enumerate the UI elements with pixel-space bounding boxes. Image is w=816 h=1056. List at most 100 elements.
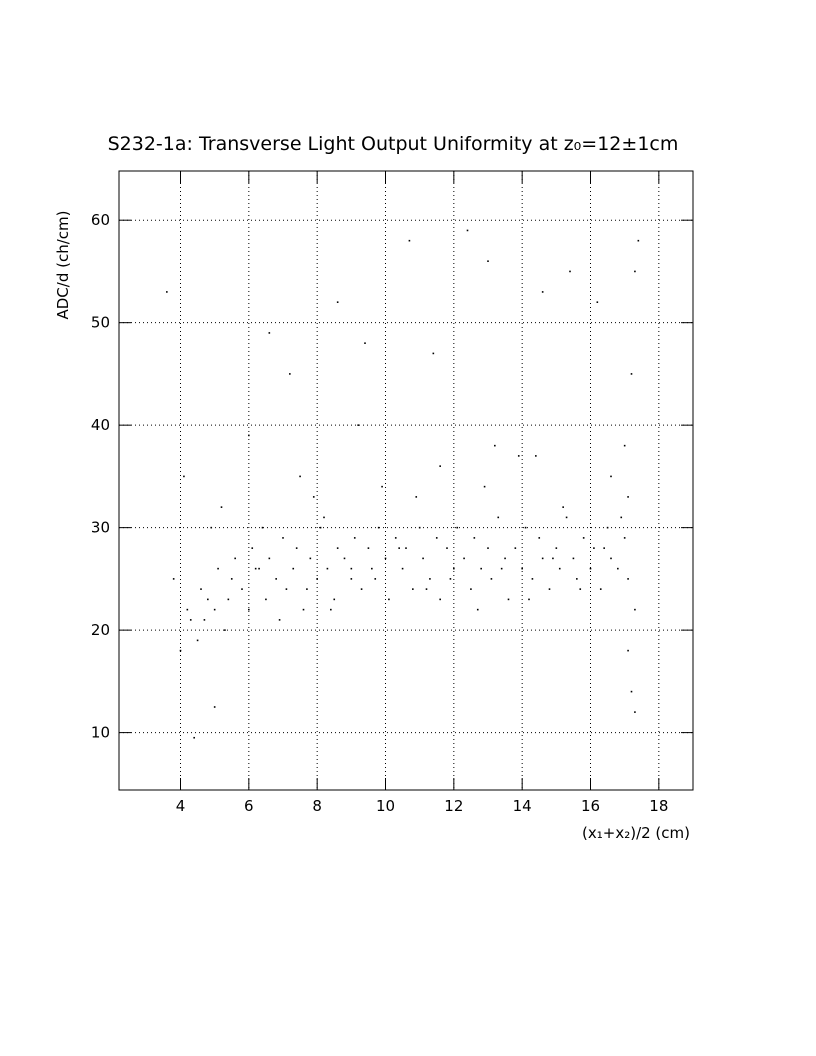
point [476,608,479,611]
point [295,547,298,549]
point [569,270,571,273]
point [579,588,582,590]
point [449,578,452,580]
point [531,578,534,580]
point [418,526,421,529]
point [309,557,312,560]
point [261,526,264,529]
x-tick-label: 16 [581,797,600,815]
point [275,578,277,580]
point [558,567,561,570]
point [405,547,407,549]
point [278,619,281,621]
point [220,506,223,508]
point [630,373,633,375]
point [254,567,257,570]
point [480,567,482,570]
point [299,475,301,478]
point [384,557,387,560]
point [285,588,288,590]
point [289,373,291,375]
point [207,598,209,601]
point [514,547,517,549]
point [610,475,612,478]
point [620,516,623,519]
point [627,578,629,580]
x-tick-label: 8 [312,797,322,815]
point [599,588,602,590]
x-tick-label: 18 [649,797,668,815]
point [473,537,476,539]
point [429,578,431,580]
point [401,567,404,570]
point [548,588,551,590]
point [453,567,455,570]
point [541,557,544,560]
point [326,567,329,570]
point [268,332,271,334]
point [258,567,260,570]
y-tick-label: 30 [91,519,110,537]
point [172,578,175,580]
point [241,588,243,590]
point [377,526,380,529]
point [487,260,489,262]
point [565,516,568,519]
point [576,578,578,580]
point [251,547,254,549]
point [606,526,609,529]
point [439,598,441,601]
point [470,588,472,590]
point [487,547,489,549]
point [415,496,418,498]
point [374,578,377,580]
point [306,588,308,590]
point [312,496,315,498]
point [330,608,332,611]
point [292,567,295,570]
point [230,578,233,580]
point [203,619,206,621]
point [196,639,199,642]
point [630,690,633,693]
point [446,547,448,549]
point [408,239,411,242]
point [265,598,267,601]
point [541,291,544,293]
point [623,537,626,539]
point [398,547,400,549]
point [179,649,182,652]
point [166,291,168,293]
point [435,537,438,539]
point [381,485,383,488]
point [200,588,202,590]
point [394,537,397,539]
point [360,588,363,590]
point [213,608,216,611]
point [371,567,373,570]
point [634,711,636,713]
y-tick-label: 40 [91,416,110,434]
point [466,229,469,232]
point [517,455,520,457]
point [367,547,370,549]
point [388,598,390,601]
point [490,578,493,580]
point [350,567,353,570]
point [572,557,575,560]
point [302,608,305,611]
point [623,444,626,447]
point [343,557,346,560]
point [497,516,500,519]
point [582,537,585,539]
point [319,526,322,529]
point [500,567,503,570]
point [610,557,612,560]
y-tick-label: 60 [91,211,110,229]
x-tick-label: 14 [513,797,532,815]
point [589,567,592,570]
point [248,608,250,611]
point [357,424,359,426]
point [524,526,527,529]
point [189,619,192,621]
